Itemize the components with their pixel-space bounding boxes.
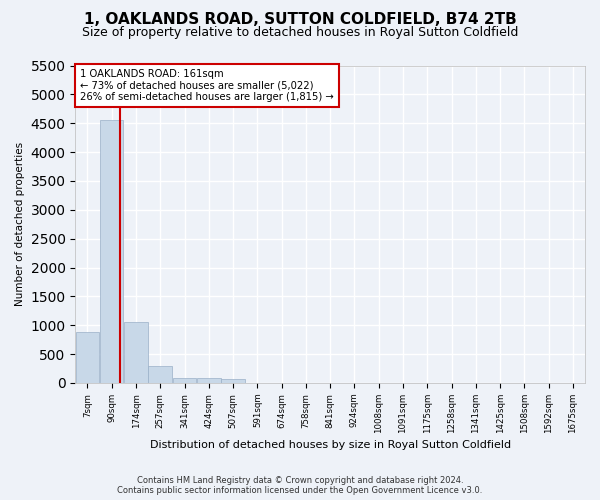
Bar — [221, 380, 245, 383]
Bar — [76, 332, 99, 383]
Bar — [173, 378, 196, 383]
Text: 1 OAKLANDS ROAD: 161sqm
← 73% of detached houses are smaller (5,022)
26% of semi: 1 OAKLANDS ROAD: 161sqm ← 73% of detache… — [80, 68, 334, 102]
Bar — [148, 366, 172, 383]
Bar — [197, 378, 221, 383]
Text: Contains HM Land Registry data © Crown copyright and database right 2024.
Contai: Contains HM Land Registry data © Crown c… — [118, 476, 482, 495]
Text: 1, OAKLANDS ROAD, SUTTON COLDFIELD, B74 2TB: 1, OAKLANDS ROAD, SUTTON COLDFIELD, B74 … — [83, 12, 517, 28]
Y-axis label: Number of detached properties: Number of detached properties — [15, 142, 25, 306]
Text: Size of property relative to detached houses in Royal Sutton Coldfield: Size of property relative to detached ho… — [82, 26, 518, 39]
Bar — [124, 322, 148, 383]
X-axis label: Distribution of detached houses by size in Royal Sutton Coldfield: Distribution of detached houses by size … — [149, 440, 511, 450]
Bar — [100, 120, 124, 383]
